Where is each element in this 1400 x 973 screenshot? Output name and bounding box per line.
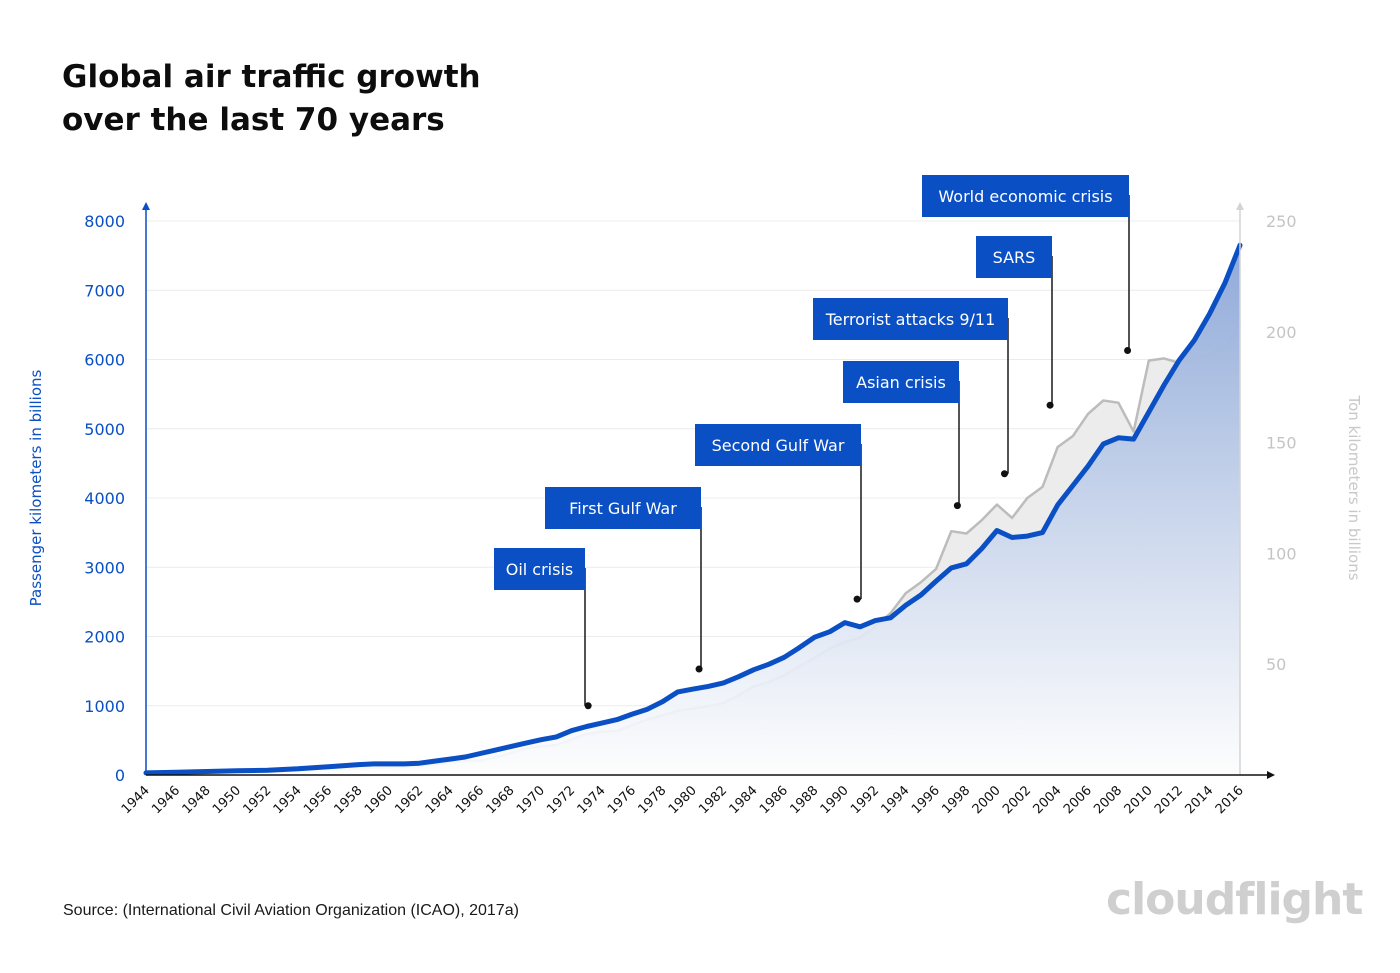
x-tick-label-16: 1976 [605, 783, 639, 817]
x-tick-label-26: 1996 [909, 783, 943, 817]
x-tick-label-29: 2002 [1000, 783, 1034, 817]
x-tick-label-1: 1946 [149, 783, 183, 817]
annotation-box-2 [695, 424, 861, 466]
annotation-box-4 [813, 298, 1008, 340]
annotation-dot-1 [695, 665, 703, 673]
x-tick-label-15: 1974 [575, 783, 609, 817]
y-axis-right-label: Ton kilometers in billions [1345, 394, 1363, 580]
x-tick-label-19: 1982 [696, 783, 730, 817]
annotation-box-3 [843, 361, 959, 403]
cloudflight-logo: cloudflight [1106, 874, 1363, 925]
x-tick-label-35: 2014 [1182, 783, 1216, 817]
annotation-2: Second Gulf War [695, 424, 862, 603]
x-tick-label-30: 2004 [1031, 783, 1065, 817]
x-tick-label-8: 1960 [362, 783, 396, 817]
x-tick-label-21: 1986 [757, 783, 791, 817]
annotation-label-1: First Gulf War [569, 499, 677, 518]
x-tick-label-4: 1952 [240, 783, 274, 817]
annotation-4: Terrorist attacks 9/11 [813, 298, 1009, 478]
annotation-dot-6 [1124, 346, 1132, 354]
x-tick-label-33: 2010 [1122, 783, 1156, 817]
x-tick-label-25: 1994 [879, 783, 913, 817]
y-axis-right-arrow [1236, 202, 1244, 210]
annotation-box-0 [494, 548, 585, 590]
x-tick-label-27: 1998 [939, 783, 973, 817]
x-tick-label-32: 2008 [1091, 783, 1125, 817]
annotation-label-0: Oil crisis [506, 560, 574, 579]
passenger-km-series [143, 242, 1243, 776]
x-tick-label-7: 1958 [332, 783, 366, 817]
annotation-dot-5 [1046, 401, 1054, 409]
x-tick-label-2: 1948 [180, 783, 214, 817]
x-tick-label-5: 1954 [271, 783, 305, 817]
y-right-tick-label-2: 150 [1266, 434, 1297, 453]
annotation-5: SARS [976, 236, 1054, 409]
y-left-tick-label-5: 5000 [84, 420, 125, 439]
x-tick-label-23: 1990 [818, 783, 852, 817]
annotation-1: First Gulf War [545, 487, 703, 673]
x-tick-label-6: 1956 [301, 783, 335, 817]
x-tick-label-0: 1944 [119, 783, 153, 817]
axes [142, 202, 1275, 779]
annotation-box-6 [922, 175, 1129, 217]
chart-title-line-1: Global air traffic growth [62, 59, 481, 95]
x-tick-label-11: 1966 [453, 783, 487, 817]
x-tick-label-22: 1988 [787, 783, 821, 817]
y-right-tick-label-4: 250 [1266, 212, 1297, 231]
x-tick-label-3: 1950 [210, 783, 244, 817]
y-left-tick-label-3: 3000 [84, 558, 125, 577]
annotation-label-5: SARS [993, 248, 1036, 267]
y-left-tick-label-4: 4000 [84, 489, 125, 508]
annotation-label-6: World economic crisis [938, 187, 1112, 206]
annotation-dot-2 [853, 595, 861, 603]
y-right-tick-label-1: 100 [1266, 544, 1297, 563]
y-left-tick-label-2: 2000 [84, 628, 125, 647]
annotation-label-4: Terrorist attacks 9/11 [825, 310, 996, 329]
annotation-label-3: Asian crisis [856, 373, 946, 392]
chart-title-line-2: over the last 70 years [62, 102, 445, 138]
annotation-box-1 [545, 487, 701, 529]
y-left-tick-label-7: 7000 [84, 281, 125, 300]
x-tick-label-34: 2012 [1152, 783, 1186, 817]
x-tick-label-17: 1978 [635, 783, 669, 817]
x-tick-label-31: 2006 [1061, 783, 1095, 817]
annotation-6: World economic crisis [922, 175, 1132, 354]
y-axis-left-arrow [142, 202, 150, 210]
annotation-label-2: Second Gulf War [712, 436, 845, 455]
y-left-tick-label-1: 1000 [84, 697, 125, 716]
annotation-dot-3 [953, 502, 961, 510]
annotation-dot-4 [1000, 470, 1008, 478]
x-tick-label-20: 1984 [727, 783, 761, 817]
x-tick-label-28: 2000 [970, 783, 1004, 817]
passenger-km-line [143, 242, 1243, 776]
event-annotations: Oil crisis First Gulf War Second Gulf War A… [494, 175, 1132, 710]
x-tick-label-14: 1972 [544, 783, 578, 817]
y-left-tick-label-6: 6000 [84, 351, 125, 370]
y-left-tick-label-8: 8000 [84, 212, 125, 231]
x-axis-arrow [1267, 771, 1275, 779]
annotation-3: Asian crisis [843, 361, 961, 510]
x-tick-label-18: 1980 [666, 783, 700, 817]
x-tick-label-12: 1968 [484, 783, 518, 817]
x-tick-label-10: 1964 [423, 783, 457, 817]
y-right-tick-label-3: 200 [1266, 323, 1297, 342]
y-right-tick-label-0: 50 [1266, 655, 1286, 674]
y-left-tick-label-0: 0 [115, 766, 125, 785]
x-tick-label-36: 2016 [1213, 783, 1247, 817]
chart-title: Global air traffic growth over the last … [62, 56, 481, 142]
y-axis-left-label: Passenger kilometers in billions [27, 369, 45, 606]
source-note: Source: (International Civil Aviation Or… [63, 902, 519, 919]
x-tick-label-9: 1962 [392, 783, 426, 817]
passenger-km-area [146, 245, 1240, 775]
annotation-box-5 [976, 236, 1052, 278]
annotation-0: Oil crisis [494, 548, 592, 710]
annotation-dot-0 [584, 702, 592, 710]
x-tick-label-13: 1970 [514, 783, 548, 817]
x-tick-label-24: 1992 [848, 783, 882, 817]
